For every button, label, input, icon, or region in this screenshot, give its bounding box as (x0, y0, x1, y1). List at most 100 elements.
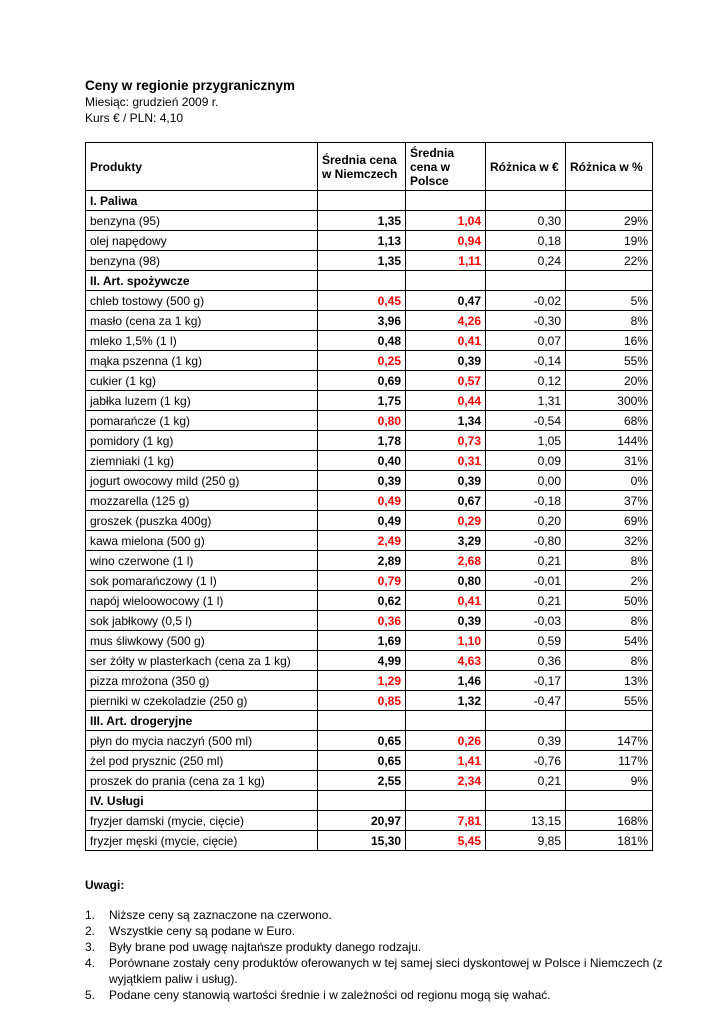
difference-euro-cell: -0,30 (485, 310, 566, 331)
table-row: pomidory (1 kg) 1,78 0,73 1,05 144% (85, 430, 653, 451)
note-number: 4. (85, 956, 96, 970)
table-row: ziemniaki (1 kg) 0,40 0,31 0,09 31% (85, 450, 653, 471)
price-germany-cell: 15,30 (317, 830, 406, 851)
table-row: chleb tostowy (500 g) 0,45 0,47 -0,02 5% (85, 290, 653, 311)
note-number: 3. (85, 940, 96, 954)
price-poland-cell: 0,29 (405, 510, 486, 531)
price-germany-cell: 1,35 (317, 210, 406, 231)
price-germany-cell: 0,49 (317, 510, 406, 531)
section-row: II. Art. spożywcze (85, 270, 653, 291)
col-header-difference-percent: Różnica w % (565, 142, 653, 191)
price-germany-cell: 0,45 (317, 290, 406, 311)
product-cell: fryzjer damski (mycie, cięcie) (85, 810, 318, 831)
difference-percent-cell: 8% (565, 650, 653, 671)
price-germany-cell: 2,89 (317, 550, 406, 571)
table-row: jabłka luzem (1 kg) 1,75 0,44 1,31 300% (85, 390, 653, 411)
price-germany-cell: 0,48 (317, 330, 406, 351)
product-cell: sok jabłkowy (0,5 l) (85, 610, 318, 631)
table-row: proszek do prania (cena za 1 kg) 2,55 2,34… (85, 770, 653, 791)
difference-percent-cell: 20% (565, 370, 653, 391)
price-germany-cell: 1,13 (317, 230, 406, 251)
difference-percent-cell: 168% (565, 810, 653, 831)
difference-euro-cell: 0,20 (485, 510, 566, 531)
difference-percent-cell: 55% (565, 690, 653, 711)
table-row: mąka pszenna (1 kg) 0,25 0,39 -0,14 55% (85, 350, 653, 371)
product-cell: chleb tostowy (500 g) (85, 290, 318, 311)
subtitle-exchange-rate: Kurs € / PLN: 4,10 (85, 111, 184, 125)
price-poland-cell: 0,67 (405, 490, 486, 511)
note-item: 5. Podane ceny stanowią wartości średnie … (85, 987, 664, 1003)
product-cell: proszek do prania (cena za 1 kg) (85, 770, 318, 791)
note-text: Wszystkie ceny są podane w Euro. (109, 924, 296, 938)
table-row: cukier (1 kg) 0,69 0,57 0,12 20% (85, 370, 653, 391)
empty-cell (405, 710, 486, 731)
difference-euro-cell: 0,30 (485, 210, 566, 231)
price-germany-cell: 4,99 (317, 650, 406, 671)
price-germany-cell: 1,29 (317, 670, 406, 691)
price-poland-cell: 0,39 (405, 350, 486, 371)
product-cell: jogurt owocowy mild (250 g) (85, 470, 318, 491)
col-header-avg-price-germany: Średnia cena w Niemczech (317, 142, 406, 191)
price-poland-cell: 1,04 (405, 210, 486, 231)
difference-percent-cell: 181% (565, 830, 653, 851)
table-row: mozzarella (125 g) 0,49 0,67 -0,18 37% (85, 490, 653, 511)
table-row: płyn do mycia naczyń (500 ml) 0,65 0,26 0,3… (85, 730, 653, 751)
table-row: ser żółty w plasterkach (cena za 1 kg) 4,… (85, 650, 653, 671)
difference-euro-cell: -0,54 (485, 410, 566, 431)
price-poland-cell: 1,10 (405, 630, 486, 651)
difference-percent-cell: 55% (565, 350, 653, 371)
empty-cell (317, 710, 406, 731)
difference-percent-cell: 68% (565, 410, 653, 431)
difference-percent-cell: 144% (565, 430, 653, 451)
note-text: Były brane pod uwagę najtańsze produkty … (109, 940, 422, 954)
table-row: napój wieloowocowy (1 l) 0,62 0,41 0,21 50% (85, 590, 653, 611)
difference-percent-cell: 13% (565, 670, 653, 691)
difference-euro-cell: -0,01 (485, 570, 566, 591)
table-row: olej napędowy 1,13 0,94 0,18 19% (85, 230, 653, 251)
notes-list: 1. Niższe ceny są zaznaczone na czerwono.… (85, 907, 664, 1003)
price-poland-cell: 0,73 (405, 430, 486, 451)
table-row: fryzjer męski (mycie, cięcie) 15,30 5,45 9,… (85, 830, 653, 851)
empty-cell (405, 270, 486, 291)
col-header-avg-price-poland: Średnia cena w Polsce (405, 142, 486, 191)
price-poland-cell: 0,47 (405, 290, 486, 311)
table-row: pomarańcze (1 kg) 0,80 1,34 -0,54 68% (85, 410, 653, 431)
price-poland-cell: 1,46 (405, 670, 486, 691)
difference-percent-cell: 54% (565, 630, 653, 651)
product-cell: pierniki w czekoladzie (250 g) (85, 690, 318, 711)
price-germany-cell: 0,36 (317, 610, 406, 631)
product-cell: masło (cena za 1 kg) (85, 310, 318, 331)
note-number: 5. (85, 988, 96, 1002)
table-row: sok jabłkowy (0,5 l) 0,36 0,39 -0,03 8% (85, 610, 653, 631)
difference-euro-cell: 9,85 (485, 830, 566, 851)
difference-euro-cell: -0,47 (485, 690, 566, 711)
note-item: 1. Niższe ceny są zaznaczone na czerwono. (85, 907, 664, 923)
price-poland-cell: 1,41 (405, 750, 486, 771)
difference-euro-cell: 0,59 (485, 630, 566, 651)
table-row: mus śliwkowy (500 g) 1,69 1,10 0,59 54% (85, 630, 653, 651)
difference-percent-cell: 37% (565, 490, 653, 511)
difference-euro-cell: 0,39 (485, 730, 566, 751)
price-poland-cell: 0,39 (405, 470, 486, 491)
product-cell: benzyna (98) (85, 250, 318, 271)
price-germany-cell: 0,25 (317, 350, 406, 371)
difference-euro-cell: -0,03 (485, 610, 566, 631)
table-row: masło (cena za 1 kg) 3,96 4,26 -0,30 8% (85, 310, 653, 331)
note-text: Podane ceny stanowią wartości średnie i … (109, 988, 551, 1002)
difference-euro-cell: 0,07 (485, 330, 566, 351)
difference-euro-cell: -0,76 (485, 750, 566, 771)
difference-euro-cell: 0,00 (485, 470, 566, 491)
difference-euro-cell: -0,18 (485, 490, 566, 511)
note-text: Niższe ceny są zaznaczone na czerwono. (109, 908, 332, 922)
difference-percent-cell: 8% (565, 310, 653, 331)
empty-cell (565, 190, 653, 211)
product-cell: pomidory (1 kg) (85, 430, 318, 451)
section-row: I. Paliwa (85, 190, 653, 211)
price-germany-cell: 0,79 (317, 570, 406, 591)
price-poland-cell: 4,63 (405, 650, 486, 671)
difference-euro-cell: -0,14 (485, 350, 566, 371)
price-germany-cell: 1,78 (317, 430, 406, 451)
difference-euro-cell: 0,36 (485, 650, 566, 671)
difference-percent-cell: 0% (565, 470, 653, 491)
